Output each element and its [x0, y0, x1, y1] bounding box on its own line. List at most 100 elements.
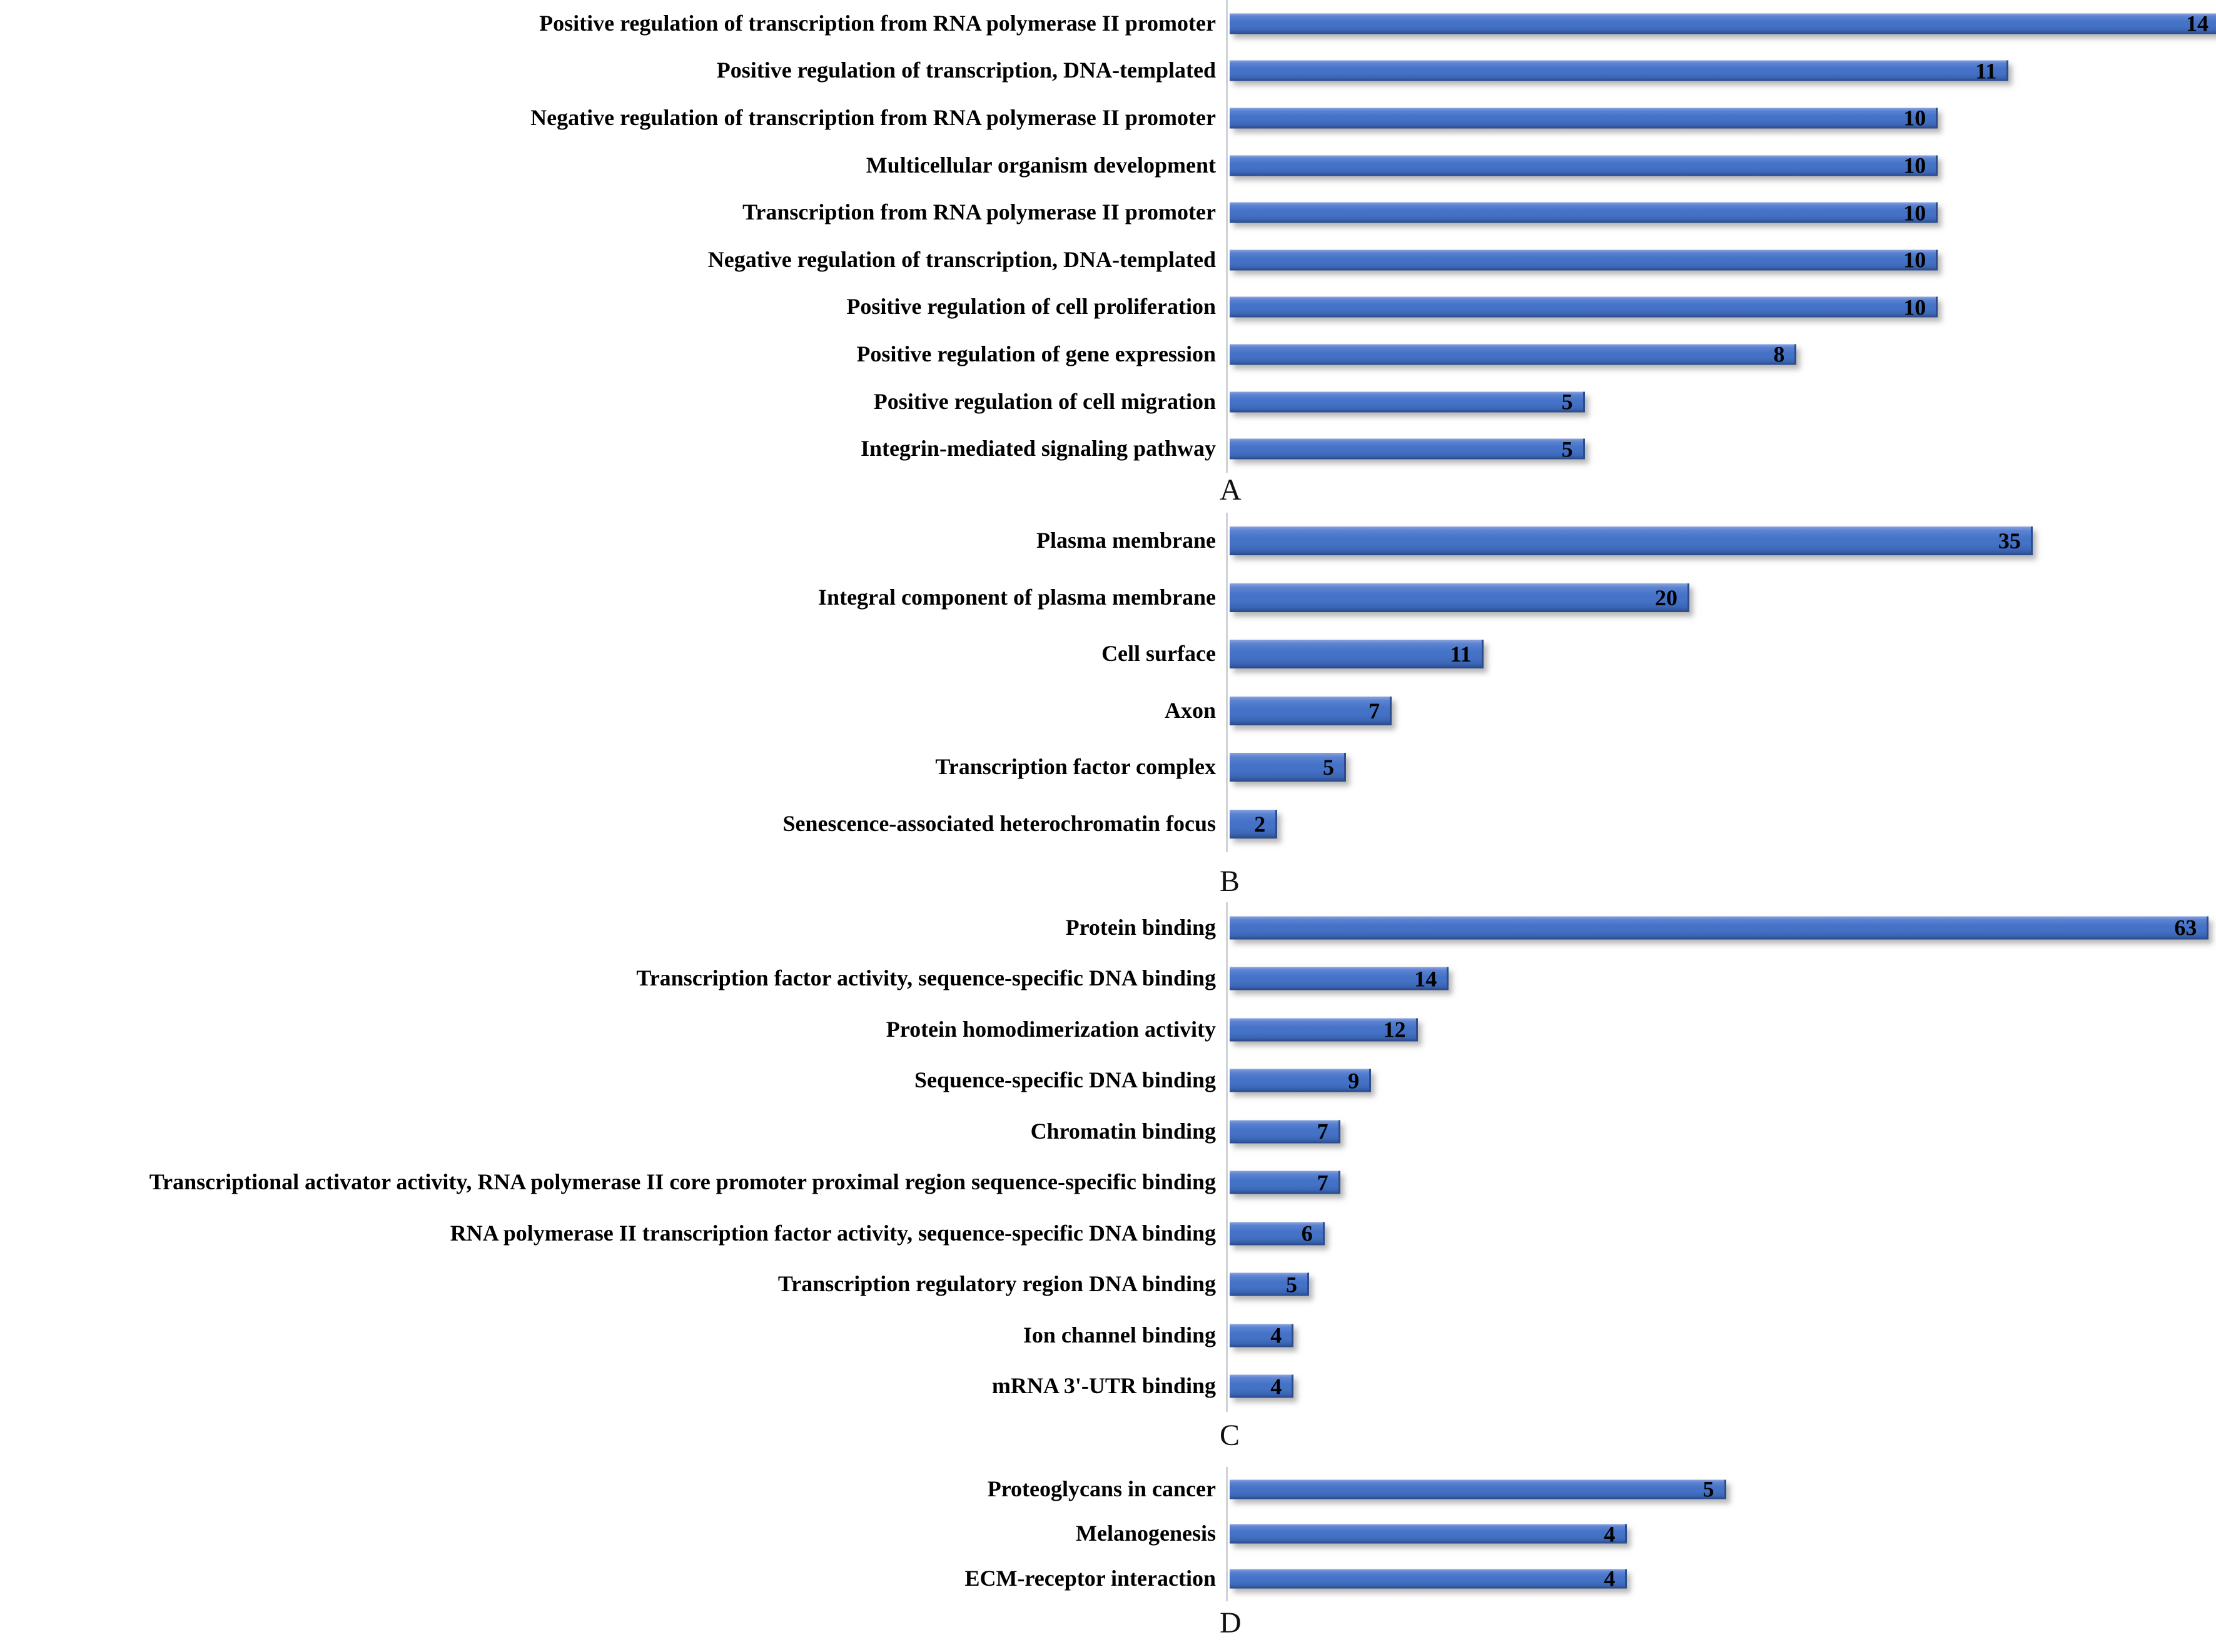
category-label: Positive regulation of transcription, DN…	[716, 58, 1216, 83]
plot-area: 9	[1227, 1055, 2216, 1107]
category-label: Plasma membrane	[1036, 528, 1216, 553]
plot-area: 8	[1227, 331, 2216, 378]
data-bar: 14	[1230, 967, 1449, 990]
data-bar: 10	[1230, 154, 1938, 177]
data-bar: 63	[1230, 915, 2209, 940]
category-label: Chromatin binding	[1030, 1118, 1216, 1144]
plot-area: 7	[1227, 683, 2216, 740]
plot-area: 5	[1227, 1467, 2216, 1512]
bar-row: Transcription factor complex 5	[0, 739, 2216, 796]
plot-area: 63	[1227, 902, 2216, 954]
panel-b-label: B	[1220, 865, 1240, 898]
panel-a-axis-line	[1226, 0, 1228, 473]
panel-b-rows: Plasma membrane 35 Integral component of p…	[0, 513, 2216, 852]
value-label: 35	[1998, 528, 2021, 554]
plot-area: 4	[1227, 1556, 2216, 1601]
category-label: Sequence-specific DNA binding	[914, 1067, 1216, 1093]
bar-row: Multicellular organism development 10	[0, 142, 2216, 189]
data-bar: 5	[1230, 389, 1585, 415]
category-label: Ion channel binding	[1023, 1322, 1216, 1347]
category-label: Transcriptional activator activity, RNA …	[149, 1169, 1216, 1195]
data-bar: 2	[1230, 809, 1278, 839]
value-label: 14	[1414, 966, 1437, 992]
bar-row: Cell surface 11	[0, 626, 2216, 683]
category-label: Protein binding	[1065, 914, 1216, 940]
value-label: 7	[1317, 1170, 1328, 1196]
value-label: 4	[1604, 1566, 1616, 1591]
category-label: Senescence-associated heterochromatin fo…	[782, 810, 1216, 836]
panel-d-rows: Proteoglycans in cancer 5 Melanogenesis 4 EC…	[0, 1467, 2216, 1601]
bar-row: Positive regulation of gene expression 8	[0, 331, 2216, 378]
plot-area: 4	[1227, 1512, 2216, 1557]
data-bar: 10	[1230, 105, 1938, 131]
value-label: 14	[2186, 11, 2208, 36]
panel-a-rows: Positive regulation of transcription fro…	[0, 0, 2216, 473]
data-bar: 4	[1230, 1521, 1627, 1547]
plot-area: 5	[1227, 425, 2216, 473]
category-label: Positive regulation of cell proliferatio…	[846, 294, 1216, 320]
data-bar: 4	[1230, 1566, 1627, 1591]
category-label: Transcription factor complex	[935, 754, 1216, 780]
category-label: ECM-receptor interaction	[964, 1566, 1216, 1591]
value-label: 5	[1561, 389, 1573, 415]
bar-row: Protein homodimerization activity 12	[0, 1004, 2216, 1055]
data-bar: 9	[1230, 1068, 1372, 1094]
value-label: 11	[1450, 642, 1472, 667]
bar-row: Transcriptional activator activity, RNA …	[0, 1157, 2216, 1209]
bar-row: Melanogenesis 4	[0, 1512, 2216, 1557]
category-label: Axon	[1164, 697, 1216, 723]
category-label: Positive regulation of transcription fro…	[539, 10, 1216, 36]
plot-area: 7	[1227, 1106, 2216, 1157]
data-bar: 10	[1230, 249, 1938, 271]
bar-row: Axon 7	[0, 683, 2216, 740]
value-label: 9	[1348, 1068, 1360, 1094]
category-label: RNA polymerase II transcription factor a…	[450, 1220, 1216, 1246]
data-bar: 10	[1230, 201, 1938, 224]
plot-area: 6	[1227, 1208, 2216, 1259]
category-label: Transcription factor activity, sequence-…	[636, 965, 1216, 991]
value-label: 63	[2174, 915, 2197, 940]
plot-area: 7	[1227, 1157, 2216, 1209]
plot-area: 11	[1227, 48, 2216, 95]
plot-area: 5	[1227, 739, 2216, 796]
plot-area: 10	[1227, 236, 2216, 284]
panel-b-bar-chart: Plasma membrane 35 Integral component of p…	[0, 513, 2216, 852]
value-label: 12	[1383, 1017, 1406, 1042]
value-label: 4	[1604, 1521, 1616, 1547]
data-bar: 20	[1230, 583, 1689, 612]
bar-row: Integral component of plasma membrane 20	[0, 570, 2216, 627]
data-bar: 5	[1230, 753, 1346, 782]
bar-row: Sequence-specific DNA binding 9	[0, 1055, 2216, 1107]
category-label: Transcription regulatory region DNA bind…	[777, 1271, 1216, 1297]
category-label: Negative regulation of transcription fro…	[530, 105, 1216, 131]
plot-area: 10	[1227, 284, 2216, 331]
value-label: 8	[1773, 341, 1785, 367]
bar-row: Positive regulation of transcription, DN…	[0, 48, 2216, 95]
bar-row: Senescence-associated heterochromatin fo…	[0, 796, 2216, 853]
bar-row: Positive regulation of cell migration 5	[0, 378, 2216, 426]
bar-row: Negative regulation of transcription, DN…	[0, 236, 2216, 284]
data-bar: 4	[1230, 1324, 1294, 1347]
bar-row: Ion channel binding 4	[0, 1310, 2216, 1361]
panel-a-bar-chart: Positive regulation of transcription fro…	[0, 0, 2216, 473]
data-bar: 11	[1230, 59, 2009, 82]
bar-row: ECM-receptor interaction 4	[0, 1556, 2216, 1601]
data-bar: 11	[1230, 640, 1484, 669]
panel-c-label: C	[1220, 1419, 1240, 1452]
data-bar: 5	[1230, 438, 1585, 460]
panel-c-axis-line	[1226, 902, 1228, 1412]
value-label: 7	[1369, 698, 1380, 723]
bar-row: Proteoglycans in cancer 5	[0, 1467, 2216, 1512]
value-label: 5	[1286, 1272, 1297, 1297]
value-label: 10	[1903, 105, 1926, 131]
panel-d-label: D	[1220, 1606, 1242, 1639]
data-bar: 7	[1230, 1120, 1340, 1144]
category-label: Integrin-mediated signaling pathway	[860, 436, 1216, 461]
plot-area: 14	[1227, 954, 2216, 1005]
plot-area: 12	[1227, 1004, 2216, 1055]
panel-d-bar-chart: Proteoglycans in cancer 5 Melanogenesis 4 EC…	[0, 1467, 2216, 1601]
bar-row: Positive regulation of transcription fro…	[0, 0, 2216, 48]
data-bar: 7	[1230, 696, 1392, 725]
value-label: 6	[1301, 1221, 1313, 1246]
